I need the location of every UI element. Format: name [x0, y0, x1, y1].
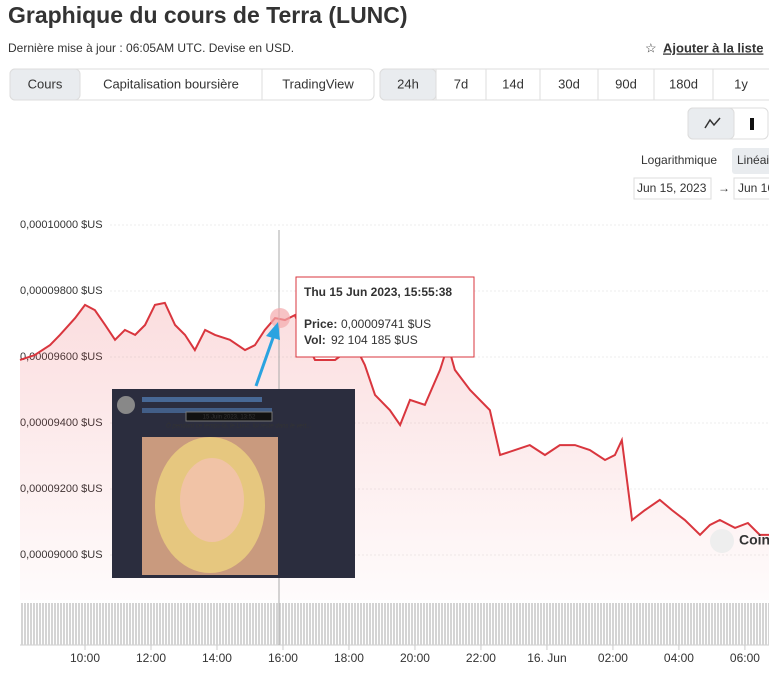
- overlay-quote: Ô pendant ce temps-là, le Lunc, lui rest…: [166, 423, 311, 430]
- line-icon: [704, 117, 721, 129]
- overlay-line: [142, 397, 262, 402]
- title: Graphique du cours de Terra (LUNC): [8, 2, 408, 28]
- x-tick-label: 22:00: [466, 651, 496, 665]
- date-arrow: →: [718, 181, 730, 195]
- x-tick-label: 16. Jun: [527, 651, 566, 665]
- period[interactable]: 1y: [734, 76, 748, 91]
- star-icon[interactable]: ☆: [645, 40, 657, 55]
- overlay-image: 15 Juin 2023, 13:52 Ô pendant ce temps-l…: [112, 389, 355, 578]
- x-tick-label: 02:00: [598, 651, 628, 665]
- period[interactable]: 14d: [502, 76, 524, 91]
- period[interactable]: 7d: [454, 76, 468, 91]
- tab[interactable]: TradingView: [282, 76, 354, 91]
- tabs: Cours Capitalisation boursière TradingVi…: [9, 68, 375, 101]
- period[interactable]: 24h: [397, 76, 419, 91]
- line-type-button[interactable]: [687, 107, 735, 140]
- tooltip: Thu 15 Jun 2023, 15:55:38 Price: 0,00009…: [295, 276, 475, 358]
- scale-option[interactable]: Logarithmique: [641, 153, 717, 167]
- overlay-line: [142, 408, 272, 413]
- tooltip-box: [295, 276, 475, 358]
- avatar: [117, 396, 135, 414]
- watermark-logo: [710, 529, 734, 553]
- overlay-time: 15 Juin 2023, 13:52: [203, 415, 256, 421]
- periods: 24h 7d 14d 30d 90d 180d 1y: [379, 68, 769, 101]
- subtitle: Dernière mise à jour : 06:05AM UTC. Devi…: [8, 41, 294, 55]
- tooltip-date: Thu 15 Jun 2023, 15:55:38: [304, 285, 452, 299]
- tooltip-vol: 92 104 185 $US: [331, 333, 418, 347]
- period[interactable]: 180d: [669, 76, 698, 91]
- date-input[interactable]: [633, 177, 712, 200]
- photo-face: [180, 458, 244, 542]
- date-from[interactable]: Jun 15, 2023: [637, 181, 707, 195]
- date-to[interactable]: Jun 16, 2023: [738, 181, 769, 195]
- watchlist-link[interactable]: Ajouter à la liste: [663, 40, 763, 55]
- scale-option[interactable]: Linéaire: [737, 153, 769, 167]
- tooltip-price: 0,00009741 $US: [341, 317, 431, 331]
- hover-dot: [270, 308, 290, 328]
- tooltip-price-label: Price:: [304, 317, 337, 331]
- x-tick-label: 18:00: [334, 651, 364, 665]
- tab-active[interactable]: [9, 68, 81, 101]
- period[interactable]: 30d: [558, 76, 580, 91]
- period[interactable]: 90d: [615, 76, 637, 91]
- x-tick-label: 06:00: [730, 651, 760, 665]
- price-line: [19, 301, 769, 537]
- x-tick-label: 16:00: [268, 651, 298, 665]
- watermark: CoinGecko: [739, 532, 769, 548]
- tab[interactable]: Capitalisation boursière: [103, 76, 239, 91]
- tooltip-vol-label: Vol:: [304, 333, 326, 347]
- scale-active[interactable]: [732, 148, 769, 174]
- x-tick-label: 20:00: [400, 651, 430, 665]
- overlay-time-box: [185, 411, 273, 422]
- arrow-head: [266, 322, 280, 340]
- tab[interactable]: Cours: [28, 76, 63, 91]
- arrow: [254, 334, 276, 387]
- date-input[interactable]: [733, 177, 769, 200]
- x-tick-label: 10:00: [70, 651, 100, 665]
- x-tick-label: 14:00: [202, 651, 232, 665]
- x-tick-label: 04:00: [664, 651, 694, 665]
- y-tick-label: 0,00010000 $US: [20, 219, 103, 231]
- y-tick-label: 0,00009800 $US: [20, 285, 103, 297]
- candle-icon: [750, 118, 754, 130]
- volume-bars: [20, 603, 769, 645]
- x-tick-label: 12:00: [136, 651, 166, 665]
